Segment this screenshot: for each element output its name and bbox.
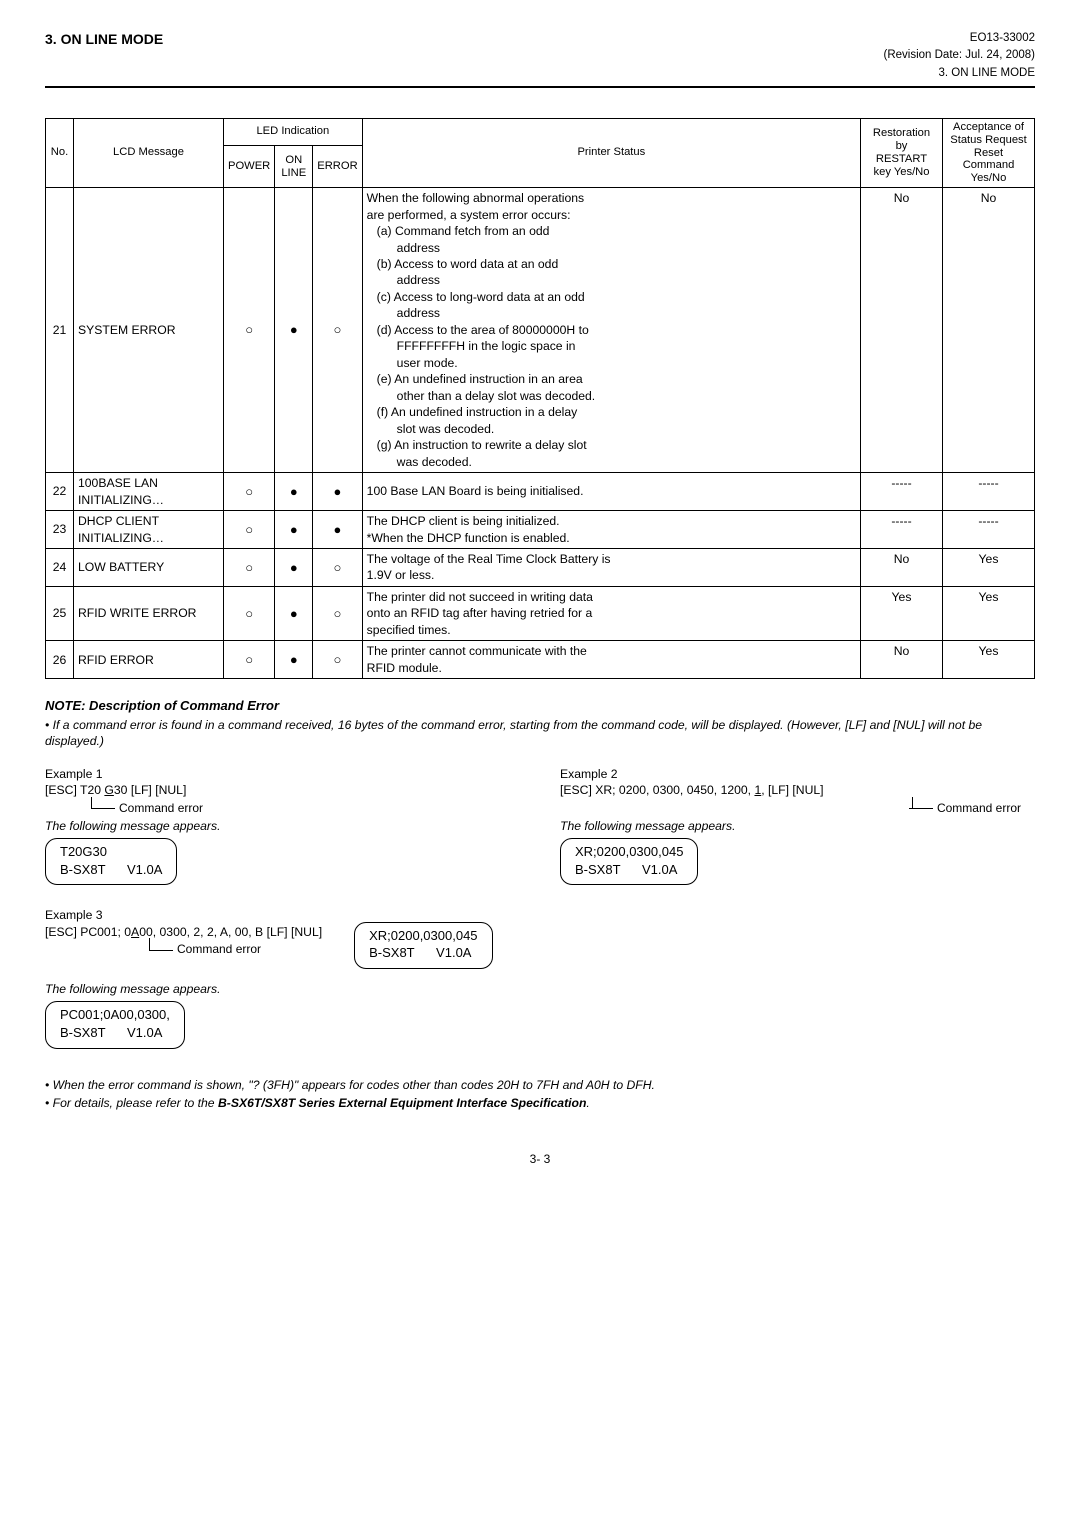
th-error: ERROR	[313, 146, 362, 188]
cell-acceptance: Yes	[943, 641, 1035, 679]
th-online: ONLINE	[275, 146, 313, 188]
cell-restoration: Yes	[861, 586, 943, 640]
example-3-title: Example 3	[45, 907, 1035, 923]
cell-acceptance: -----	[943, 473, 1035, 511]
cell-printer-status: 100 Base LAN Board is being initialised.	[362, 473, 860, 511]
example-3-lcd: PC001;0A00,0300, B-SX8T V1.0A	[45, 1001, 185, 1048]
cell-no: 21	[46, 188, 74, 473]
th-power: POWER	[224, 146, 275, 188]
table-row: 23DHCP CLIENT INITIALIZING…○●●The DHCP c…	[46, 511, 1035, 549]
example-1-follow: The following message appears.	[45, 818, 520, 834]
footer-bullet-2: • For details, please refer to the B-SX6…	[45, 1095, 1035, 1111]
example-3-follow: The following message appears.	[45, 981, 1035, 997]
cell-error-led: ○	[313, 641, 362, 679]
example-2-cmd-err: Command error	[560, 800, 1035, 816]
example-3-side-lcd: XR;0200,0300,045 B-SX8T V1.0A	[354, 922, 492, 969]
th-printer: Printer Status	[362, 118, 860, 187]
example-2: Example 2 [ESC] XR; 0200, 0300, 0450, 12…	[560, 766, 1035, 896]
cell-power-led: ○	[224, 188, 275, 473]
table-head: No. LCD Message LED Indication Printer S…	[46, 118, 1035, 187]
example-3-cmd-err: Command error	[163, 941, 322, 957]
cell-error-led: ○	[313, 188, 362, 473]
cell-power-led: ○	[224, 511, 275, 549]
example-1-title: Example 1	[45, 766, 520, 782]
section-title-right: 3. ON LINE MODE	[884, 65, 1036, 82]
cell-restoration: -----	[861, 473, 943, 511]
cell-no: 24	[46, 548, 74, 586]
example-2-lcd: XR;0200,0300,045 B-SX8T V1.0A	[560, 838, 698, 885]
cell-no: 25	[46, 586, 74, 640]
cell-acceptance: Yes	[943, 548, 1035, 586]
revision-date: (Revision Date: Jul. 24, 2008)	[884, 47, 1036, 64]
cell-power-led: ○	[224, 473, 275, 511]
cell-online-led: ●	[275, 641, 313, 679]
cell-online-led: ●	[275, 586, 313, 640]
table-body: 21SYSTEM ERROR○●○When the following abno…	[46, 188, 1035, 679]
cell-printer-status: The DHCP client is being initialized.*Wh…	[362, 511, 860, 549]
th-led: LED Indication	[224, 118, 363, 145]
cell-acceptance: No	[943, 188, 1035, 473]
table-row: 25RFID WRITE ERROR○●○The printer did not…	[46, 586, 1035, 640]
doc-number: EO13-33002	[884, 30, 1036, 47]
th-restoration: RestorationbyRESTARTkey Yes/No	[861, 118, 943, 187]
cell-error-led: ●	[313, 511, 362, 549]
note-body: • If a command error is found in a comma…	[45, 717, 1035, 750]
example-1-cmd-err: Command error	[105, 800, 520, 816]
note-title: NOTE: Description of Command Error	[45, 697, 1035, 715]
example-2-cmd: [ESC] XR; 0200, 0300, 0450, 1200, 1, [LF…	[560, 782, 1035, 798]
cell-online-led: ●	[275, 548, 313, 586]
cell-restoration: No	[861, 641, 943, 679]
cell-no: 23	[46, 511, 74, 549]
th-acceptance: Acceptance ofStatus RequestResetCommandY…	[943, 118, 1035, 187]
cell-printer-status: When the following abnormal operationsar…	[362, 188, 860, 473]
cell-restoration: No	[861, 188, 943, 473]
footer-notes: • When the error command is shown, "? (3…	[45, 1077, 1035, 1112]
cell-no: 26	[46, 641, 74, 679]
example-1: Example 1 [ESC] T20 G30 [LF] [NUL] Comma…	[45, 766, 520, 896]
cell-restoration: No	[861, 548, 943, 586]
th-lcd: LCD Message	[74, 118, 224, 187]
example-2-follow: The following message appears.	[560, 818, 1035, 834]
cell-lcd-message: DHCP CLIENT INITIALIZING…	[74, 511, 224, 549]
cell-printer-status: The voltage of the Real Time Clock Batte…	[362, 548, 860, 586]
cell-lcd-message: SYSTEM ERROR	[74, 188, 224, 473]
section-title-left: 3. ON LINE MODE	[45, 30, 163, 49]
footer-bullet-1: • When the error command is shown, "? (3…	[45, 1077, 1035, 1093]
page-number: 3- 3	[45, 1151, 1035, 1167]
cell-lcd-message: RFID WRITE ERROR	[74, 586, 224, 640]
table-row: 22100BASE LAN INITIALIZING…○●●100 Base L…	[46, 473, 1035, 511]
cell-error-led: ●	[313, 473, 362, 511]
status-table: No. LCD Message LED Indication Printer S…	[45, 118, 1035, 680]
example-3-cmd: [ESC] PC001; 0A00, 0300, 2, 2, A, 00, B …	[45, 924, 322, 940]
cell-lcd-message: LOW BATTERY	[74, 548, 224, 586]
cell-online-led: ●	[275, 473, 313, 511]
th-no: No.	[46, 118, 74, 187]
table-row: 24LOW BATTERY○●○The voltage of the Real …	[46, 548, 1035, 586]
cell-acceptance: Yes	[943, 586, 1035, 640]
example-1-cmd: [ESC] T20 G30 [LF] [NUL]	[45, 782, 520, 798]
example-3: Example 3 [ESC] PC001; 0A00, 0300, 2, 2,…	[45, 907, 1035, 1058]
cell-power-led: ○	[224, 548, 275, 586]
cell-online-led: ●	[275, 511, 313, 549]
cell-power-led: ○	[224, 641, 275, 679]
cell-error-led: ○	[313, 586, 362, 640]
cell-printer-status: The printer cannot communicate with theR…	[362, 641, 860, 679]
cell-acceptance: -----	[943, 511, 1035, 549]
table-row: 21SYSTEM ERROR○●○When the following abno…	[46, 188, 1035, 473]
cell-lcd-message: RFID ERROR	[74, 641, 224, 679]
header-right: EO13-33002 (Revision Date: Jul. 24, 2008…	[884, 30, 1036, 82]
examples-row-1: Example 1 [ESC] T20 G30 [LF] [NUL] Comma…	[45, 766, 1035, 896]
example-1-lcd: T20G30 B-SX8T V1.0A	[45, 838, 177, 885]
example-2-title: Example 2	[560, 766, 1035, 782]
cell-power-led: ○	[224, 586, 275, 640]
cell-online-led: ●	[275, 188, 313, 473]
cell-lcd-message: 100BASE LAN INITIALIZING…	[74, 473, 224, 511]
cell-error-led: ○	[313, 548, 362, 586]
table-row: 26RFID ERROR○●○The printer cannot commun…	[46, 641, 1035, 679]
page-header: 3. ON LINE MODE EO13-33002 (Revision Dat…	[45, 30, 1035, 88]
cell-restoration: -----	[861, 511, 943, 549]
cell-no: 22	[46, 473, 74, 511]
cell-printer-status: The printer did not succeed in writing d…	[362, 586, 860, 640]
